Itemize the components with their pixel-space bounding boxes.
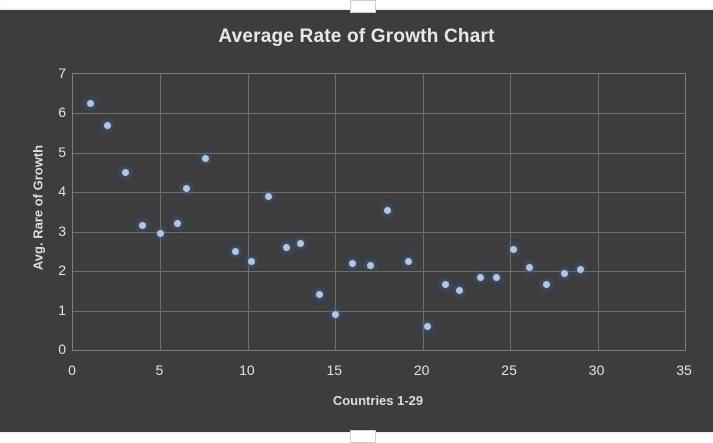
bottom-resize-handle[interactable] — [350, 430, 376, 443]
y-tick-label: 1 — [58, 301, 66, 318]
scatter-point — [492, 273, 500, 281]
x-tick-label: 30 — [588, 362, 605, 378]
chart-title: Average Rate of Growth Chart — [218, 26, 495, 47]
scatter-point — [232, 247, 240, 255]
top-resize-handle[interactable] — [350, 0, 376, 13]
scatter-point — [455, 287, 463, 295]
gridline-x20 — [422, 74, 424, 350]
scatter-point — [525, 263, 533, 271]
scatter-point — [121, 169, 129, 177]
y-tick-label: 2 — [58, 262, 66, 279]
y-tick-label: 7 — [58, 65, 66, 81]
y-tick-label: 6 — [58, 104, 66, 121]
gridline-x25 — [510, 74, 512, 350]
gridline-y4 — [73, 192, 685, 194]
gridline-x30 — [597, 74, 599, 350]
gridline-y6 — [73, 113, 685, 115]
x-tick-label: 20 — [413, 362, 430, 378]
x-tick-label: 0 — [68, 362, 76, 378]
gridline-x15 — [335, 74, 337, 350]
scatter-point — [424, 322, 432, 330]
scatter-point — [366, 261, 374, 269]
gridline-y3 — [73, 231, 685, 233]
scatter-point — [296, 240, 304, 248]
scatter-point — [282, 243, 290, 251]
gridline-y1 — [73, 310, 685, 312]
x-tick-label: 10 — [239, 362, 255, 378]
y-tick-label: 5 — [58, 143, 66, 160]
plot-area — [72, 73, 686, 351]
scatter-point — [139, 222, 147, 230]
y-tick-label: 4 — [58, 183, 66, 200]
scatter-point — [331, 311, 339, 318]
y-tick-label: 3 — [58, 222, 66, 239]
scatter-point — [202, 155, 210, 163]
scatter-point — [174, 220, 182, 228]
scatter-point — [560, 269, 568, 277]
scatter-point — [384, 206, 392, 214]
scatter-point — [247, 257, 255, 265]
scatter-point — [156, 230, 164, 238]
scatter-point — [86, 100, 94, 108]
scatter-point — [104, 121, 112, 129]
y-axis-tick-labels: 7 6 5 4 3 2 1 0 — [22, 66, 66, 356]
scatter-point — [476, 273, 484, 281]
scatter-point — [543, 281, 551, 289]
gridline-x5 — [160, 74, 162, 350]
scatter-point — [405, 257, 413, 265]
x-axis-tick-labels: 0 5 10 15 20 25 30 35 — [68, 362, 692, 382]
scatter-point — [183, 184, 191, 192]
scatter-point — [265, 192, 273, 200]
scatter-point — [510, 245, 518, 253]
scatter-point — [441, 281, 449, 289]
gridline-x10 — [247, 74, 249, 350]
x-tick-label: 15 — [326, 362, 343, 378]
gridline-y2 — [73, 271, 685, 273]
scatter-point — [316, 291, 324, 299]
gridline-y5 — [73, 152, 685, 154]
chart-object[interactable]: Average Rate of Growth Chart Avg. Rare o… — [0, 10, 713, 432]
x-tick-label: 5 — [155, 362, 164, 378]
scatter-point — [349, 259, 357, 267]
x-tick-label: 35 — [676, 362, 692, 378]
x-tick-label: 25 — [501, 362, 517, 378]
scatter-point — [576, 265, 584, 273]
x-axis-title: Countries 1-29 — [332, 393, 424, 408]
y-tick-label: 0 — [58, 341, 66, 357]
